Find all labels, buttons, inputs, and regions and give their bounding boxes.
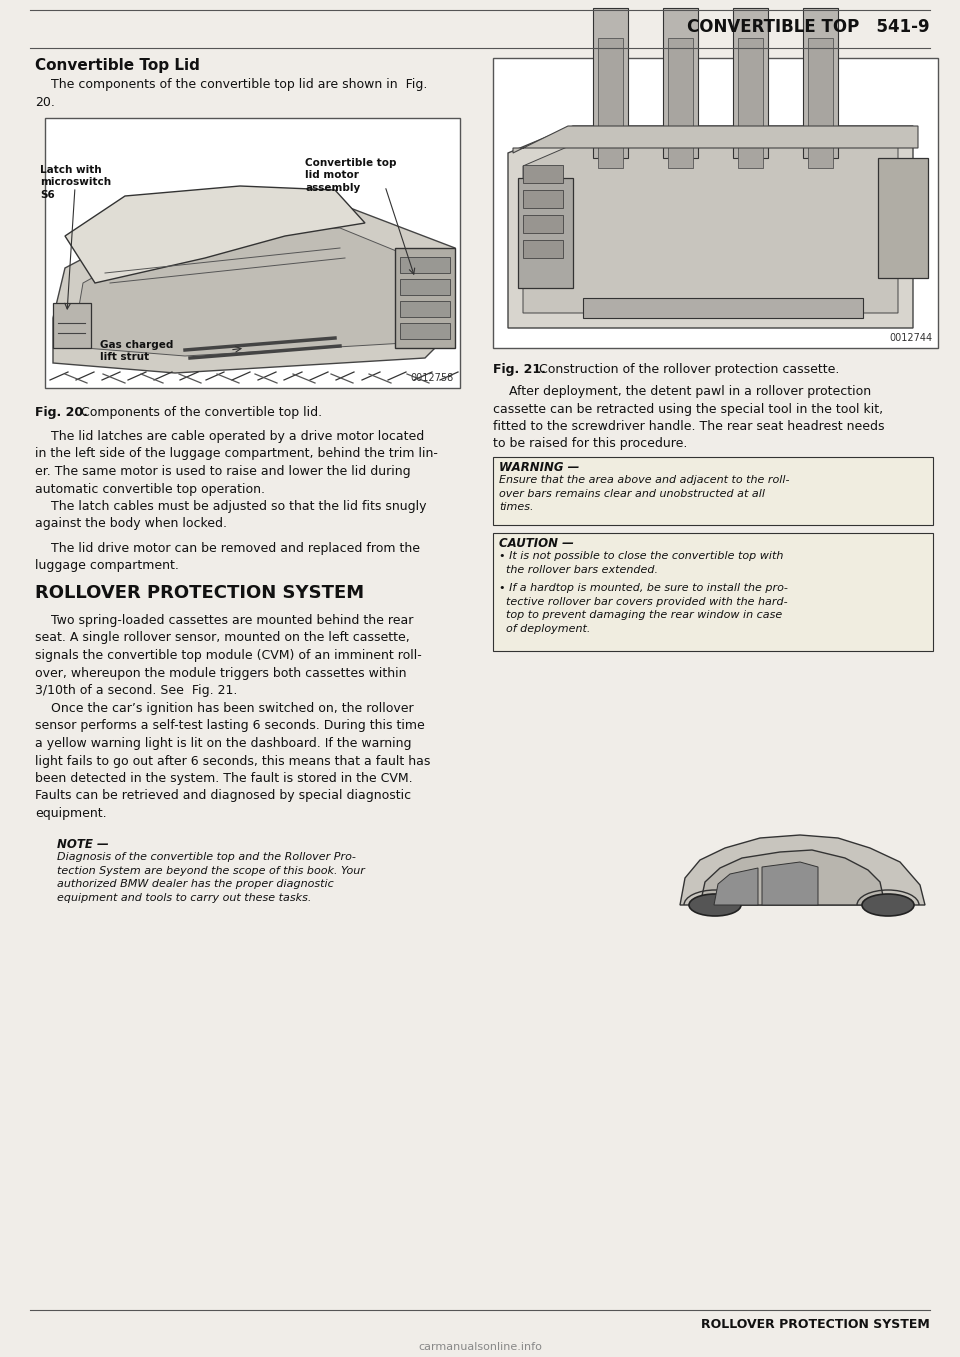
Bar xyxy=(738,38,763,168)
Bar xyxy=(878,157,928,278)
Text: • If a hardtop is mounted, be sure to install the pro-
  tective rollover bar co: • If a hardtop is mounted, be sure to in… xyxy=(499,584,788,634)
Polygon shape xyxy=(53,206,455,373)
Text: 0012744: 0012744 xyxy=(889,332,932,343)
Bar xyxy=(53,303,91,347)
Bar xyxy=(733,8,768,157)
Bar xyxy=(395,248,455,347)
Text: 0012758: 0012758 xyxy=(411,373,454,383)
Text: The latch cables must be adjusted so that the lid fits snugly
against the body w: The latch cables must be adjusted so tha… xyxy=(35,499,426,531)
Text: After deployment, the detent pawl in a rollover protection
cassette can be retra: After deployment, the detent pawl in a r… xyxy=(493,385,884,451)
Text: Two spring-loaded cassettes are mounted behind the rear
seat. A single rollover : Two spring-loaded cassettes are mounted … xyxy=(35,613,421,697)
Text: ROLLOVER PROTECTION SYSTEM: ROLLOVER PROTECTION SYSTEM xyxy=(35,584,364,603)
Bar xyxy=(400,323,450,339)
Text: NOTE —: NOTE — xyxy=(57,839,108,851)
Bar xyxy=(523,166,563,183)
Text: Fig. 21.: Fig. 21. xyxy=(493,364,546,376)
Text: ROLLOVER PROTECTION SYSTEM: ROLLOVER PROTECTION SYSTEM xyxy=(701,1318,930,1331)
Text: Convertible top
lid motor
assembly: Convertible top lid motor assembly xyxy=(305,157,396,193)
Text: Latch with
microswitch
S6: Latch with microswitch S6 xyxy=(40,166,111,199)
Bar xyxy=(493,533,933,651)
Bar xyxy=(518,178,573,288)
Ellipse shape xyxy=(862,894,914,916)
Polygon shape xyxy=(700,849,885,905)
Polygon shape xyxy=(714,868,758,905)
Bar xyxy=(400,301,450,318)
Polygon shape xyxy=(508,126,913,328)
Polygon shape xyxy=(523,141,898,313)
Polygon shape xyxy=(77,228,435,356)
Bar xyxy=(493,457,933,525)
Bar xyxy=(808,38,833,168)
Polygon shape xyxy=(762,862,818,905)
Text: Once the car’s ignition has been switched on, the rollover
sensor performs a sel: Once the car’s ignition has been switche… xyxy=(35,702,430,820)
Text: CONVERTIBLE TOP   541-9: CONVERTIBLE TOP 541-9 xyxy=(687,18,930,37)
Bar xyxy=(400,256,450,273)
Bar xyxy=(803,8,838,157)
Polygon shape xyxy=(65,186,365,284)
Text: The lid latches are cable operated by a drive motor located
in the left side of : The lid latches are cable operated by a … xyxy=(35,430,438,495)
Ellipse shape xyxy=(689,894,741,916)
Bar xyxy=(493,58,938,347)
Text: carmanualsonline.info: carmanualsonline.info xyxy=(418,1342,542,1352)
Text: Construction of the rollover protection cassette.: Construction of the rollover protection … xyxy=(535,364,839,376)
Polygon shape xyxy=(680,835,925,905)
Text: Diagnosis of the convertible top and the Rollover Pro-
tection System are beyond: Diagnosis of the convertible top and the… xyxy=(57,852,365,902)
Bar xyxy=(523,240,563,258)
Bar xyxy=(583,299,863,318)
Text: CAUTION —: CAUTION — xyxy=(499,537,574,550)
Text: Fig. 20.: Fig. 20. xyxy=(35,406,88,419)
Bar xyxy=(523,214,563,233)
Bar xyxy=(663,8,698,157)
Text: The lid drive motor can be removed and replaced from the
luggage compartment.: The lid drive motor can be removed and r… xyxy=(35,541,420,573)
Bar xyxy=(523,190,563,208)
Text: Ensure that the area above and adjacent to the roll-
over bars remains clear and: Ensure that the area above and adjacent … xyxy=(499,475,789,512)
Bar xyxy=(400,280,450,294)
Bar xyxy=(53,835,453,911)
Text: • It is not possible to close the convertible top with
  the rollover bars exten: • It is not possible to close the conver… xyxy=(499,551,783,574)
Bar xyxy=(593,8,628,157)
Bar xyxy=(668,38,693,168)
Bar xyxy=(598,38,623,168)
Text: WARNING —: WARNING — xyxy=(499,461,580,474)
Text: Components of the convertible top lid.: Components of the convertible top lid. xyxy=(77,406,323,419)
Text: Gas charged
lift strut: Gas charged lift strut xyxy=(100,341,174,362)
Bar xyxy=(45,118,460,388)
Polygon shape xyxy=(513,126,918,153)
Text: The components of the convertible top lid are shown in  Fig.
20.: The components of the convertible top li… xyxy=(35,77,427,109)
Text: Convertible Top Lid: Convertible Top Lid xyxy=(35,58,200,73)
